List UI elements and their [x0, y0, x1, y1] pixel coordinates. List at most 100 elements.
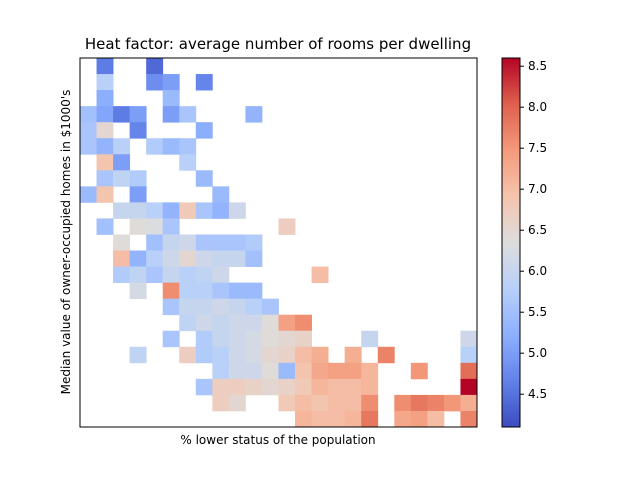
heatmap-cell [96, 58, 114, 75]
heatmap-cell [228, 234, 246, 251]
heatmap-cell [410, 362, 428, 380]
heatmap-cell [344, 346, 362, 364]
heatmap-cell [129, 170, 147, 187]
heatmap-cell [146, 138, 164, 155]
heatmap-cell [212, 250, 230, 267]
heatmap-cell [361, 378, 379, 396]
colorbar-tick-label: 5.5 [528, 305, 547, 319]
heatmap-cell [311, 266, 329, 284]
heatmap-cell [328, 362, 346, 380]
heatmap-cell [179, 250, 197, 267]
colorbar-tick-label: 5.0 [528, 346, 547, 360]
heatmap-cell [427, 410, 445, 428]
y-axis-label: Median value of owner-occupied homes in … [59, 90, 73, 395]
colorbar-tick-label: 7.5 [528, 141, 547, 155]
heatmap-cell [460, 378, 478, 396]
heatmap-cell [162, 138, 180, 155]
heatmap-cell [245, 362, 263, 380]
heatmap-cell [228, 298, 246, 316]
heatmap-cell [162, 266, 180, 284]
heatmap-cell [261, 330, 279, 348]
heatmap-cell [96, 170, 114, 187]
heatmap-cell [195, 170, 213, 187]
heatmap-cell [212, 314, 230, 332]
heatmap-cell [212, 330, 230, 348]
heatmap-cell [195, 266, 213, 284]
heatmap-cell [278, 394, 296, 412]
heatmap-cell [245, 314, 263, 332]
heatmap-cell [162, 202, 180, 219]
heatmap-cell [261, 298, 279, 316]
heatmap-cell [344, 362, 362, 380]
heatmap-cell [146, 234, 164, 251]
heatmap-cell [278, 218, 296, 235]
heatmap-cell [162, 330, 180, 348]
heatmap-cell [179, 282, 197, 300]
heatmap-cell [361, 362, 379, 380]
heatmap-cell [162, 298, 180, 316]
heatmap-cell [295, 394, 312, 412]
heatmap-cell [228, 202, 246, 219]
heatmap-cell [162, 90, 180, 107]
heatmap-cell [195, 202, 213, 219]
heatmap-cell [129, 346, 147, 364]
heatmap-cell [344, 378, 362, 396]
heatmap-cell [96, 154, 114, 171]
heatmap-cell [311, 362, 329, 380]
heatmap-cell [245, 282, 263, 300]
heatmap-cell [245, 250, 263, 267]
heatmap-cell [212, 346, 230, 364]
heatmap-cell [129, 282, 147, 300]
heatmap-cell [427, 394, 445, 412]
heatmap-cell [80, 186, 97, 203]
heatmap-cell [212, 186, 230, 203]
colorbar-tick-label: 8.5 [528, 59, 547, 73]
heatmap-cell [311, 378, 329, 396]
heatmap-cell [212, 394, 230, 412]
heatmap-cell [245, 330, 263, 348]
heatmap-cell [295, 314, 312, 332]
heatmap-cells [80, 58, 478, 428]
heatmap-cell [245, 346, 263, 364]
plot-frame [79, 57, 478, 428]
heatmap-cell [179, 106, 197, 123]
heatmap-cell [129, 202, 147, 219]
heatmap-cell [410, 410, 428, 428]
heatmap-cell [129, 106, 147, 123]
heatmap-cell [129, 218, 147, 235]
heatmap-cell [195, 314, 213, 332]
heatmap-cell [195, 378, 213, 396]
heatmap-cell [410, 394, 428, 412]
colorbar-tick-label: 4.5 [528, 387, 547, 401]
heatmap-cell [146, 266, 164, 284]
heatmap-cell [146, 202, 164, 219]
heatmap-cell [80, 122, 97, 139]
colorbar-frame [501, 57, 521, 428]
heatmap-cell [195, 346, 213, 364]
heatmap-cell [228, 330, 246, 348]
colorbar-tick-label: 6.5 [528, 223, 547, 237]
heatmap-cell [212, 234, 230, 251]
heatmap-cell [129, 266, 147, 284]
heatmap-cell [460, 394, 478, 412]
heatmap-cell [195, 250, 213, 267]
heatmap-cell [195, 74, 213, 91]
heatmap-cell [278, 362, 296, 380]
heatmap-cell [113, 234, 131, 251]
heatmap-cell [328, 378, 346, 396]
heatmap-cell [212, 298, 230, 316]
heatmap-cell [179, 298, 197, 316]
heatmap-cell [245, 234, 263, 251]
heatmap-cell [195, 298, 213, 316]
heatmap-cell [261, 346, 279, 364]
heatmap-cell [212, 202, 230, 219]
heatmap-cell [394, 410, 412, 428]
heatmap-cell [80, 106, 97, 123]
heatmap-cell [96, 218, 114, 235]
heatmap-cell [245, 106, 263, 123]
heatmap-cell [460, 362, 478, 380]
heatmap-cell [394, 394, 412, 412]
heatmap-cell [311, 346, 329, 364]
heatmap-cell [278, 314, 296, 332]
